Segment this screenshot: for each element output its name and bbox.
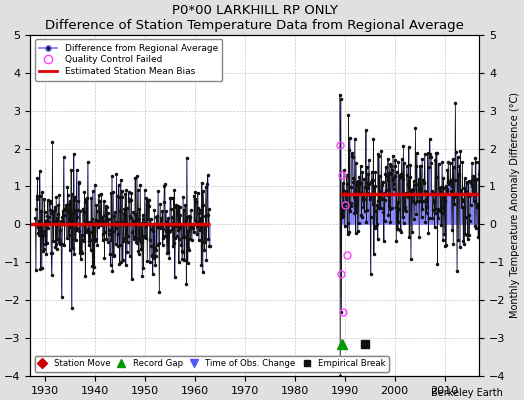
Y-axis label: Monthly Temperature Anomaly Difference (°C): Monthly Temperature Anomaly Difference (… [510,92,520,318]
Legend: Station Move, Record Gap, Time of Obs. Change, Empirical Break: Station Move, Record Gap, Time of Obs. C… [35,356,389,372]
Title: P0*00 LARKHILL RP ONLY
Difference of Station Temperature Data from Regional Aver: P0*00 LARKHILL RP ONLY Difference of Sta… [46,4,464,32]
Text: Berkeley Earth: Berkeley Earth [431,388,503,398]
